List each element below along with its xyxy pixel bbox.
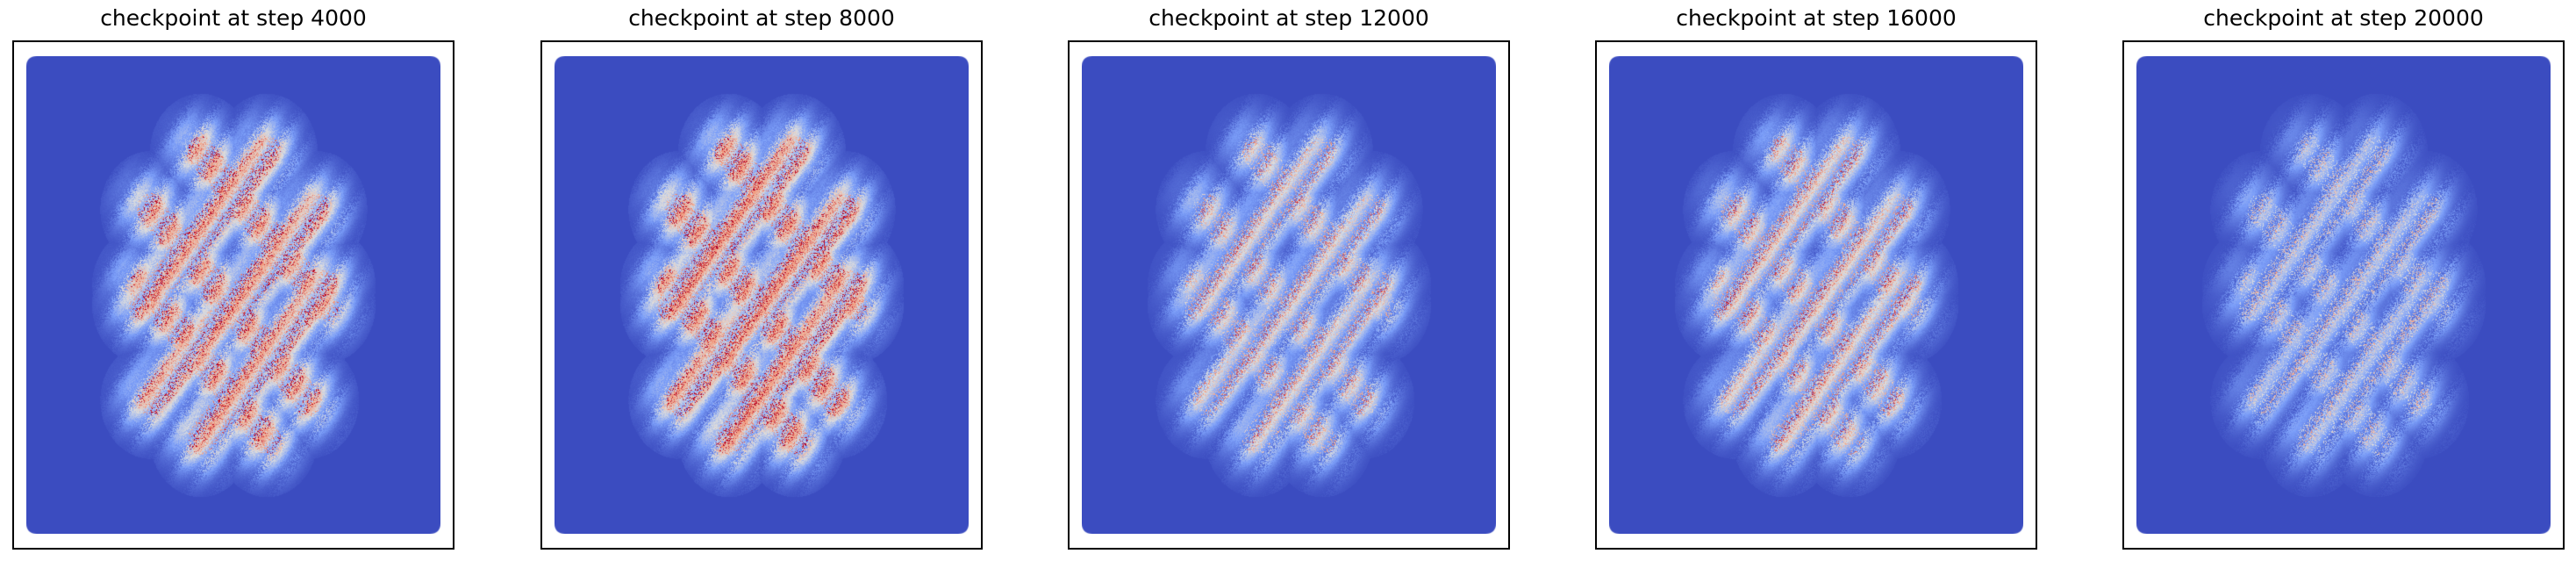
subplot-5: checkpoint at step 20000 (2122, 0, 2565, 561)
heatmap-image (1609, 56, 2023, 534)
axes-frame (1068, 40, 1510, 550)
subplot-4: checkpoint at step 16000 (1595, 0, 2037, 561)
subplot-title: checkpoint at step 8000 (628, 5, 895, 31)
subplot-title: checkpoint at step 16000 (1676, 5, 1957, 31)
axes-frame (2122, 40, 2565, 550)
subplot-2: checkpoint at step 8000 (540, 0, 983, 561)
subplot-title: checkpoint at step 12000 (1148, 5, 1429, 31)
subplot-title: checkpoint at step 4000 (100, 5, 367, 31)
axes-frame (1595, 40, 2037, 550)
subplot-title: checkpoint at step 20000 (2203, 5, 2484, 31)
heatmap-image (1082, 56, 1496, 534)
heatmap-image (26, 56, 440, 534)
axes-frame (540, 40, 983, 550)
subplot-1: checkpoint at step 4000 (12, 0, 454, 561)
subplot-3: checkpoint at step 12000 (1068, 0, 1510, 561)
heatmap-image (2136, 56, 2551, 534)
axes-frame (12, 40, 454, 550)
heatmap-image (555, 56, 969, 534)
